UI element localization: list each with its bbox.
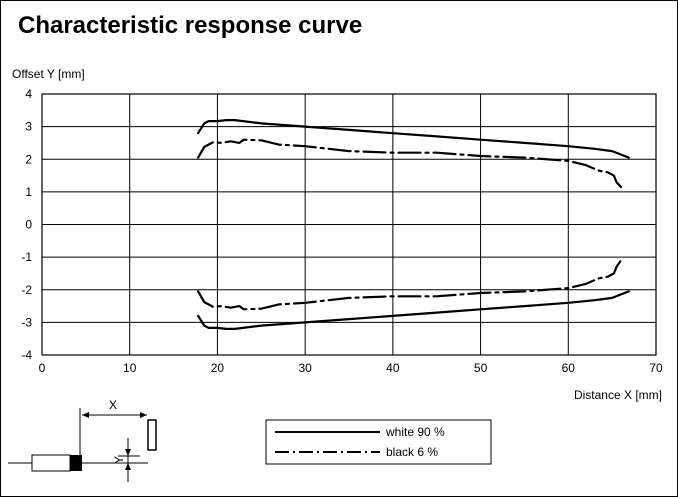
y-tick-label: 0 xyxy=(25,218,32,232)
legend-label-white: white 90 % xyxy=(385,425,445,439)
arrow-head-right xyxy=(140,412,147,418)
y-tick-label: 4 xyxy=(25,87,32,101)
series-black-6-line-lower xyxy=(197,259,623,311)
legend-box xyxy=(265,419,492,465)
plot-area xyxy=(41,93,657,356)
sensor-diagram: X Y xyxy=(8,398,157,482)
legend: white 90 % black 6 % xyxy=(265,419,492,465)
series-white-90-line-upper xyxy=(197,118,630,159)
distance-label: X xyxy=(109,398,117,412)
offset-arrow-top xyxy=(125,449,131,456)
series-white-90-line-lower xyxy=(197,290,630,330)
y-tick-label: 2 xyxy=(25,152,32,166)
x-tick-label: 40 xyxy=(386,361,400,375)
sensor-body xyxy=(31,454,71,472)
x-tick-label: 60 xyxy=(562,361,576,375)
arrow-head-left xyxy=(82,412,89,418)
x-tick-label: 10 xyxy=(123,361,137,375)
y-tick-label: 3 xyxy=(25,120,32,134)
page-title: Characteristic response curve xyxy=(18,12,363,39)
y-tick-label: 1 xyxy=(25,185,32,199)
legend-label-black: black 6 % xyxy=(386,445,438,459)
offset-arrow-bottom xyxy=(125,463,131,470)
x-tick-label: 30 xyxy=(298,361,312,375)
series-lines xyxy=(197,118,630,330)
y-axis-label: Offset Y [mm] xyxy=(12,67,85,81)
y-tick-label: -4 xyxy=(21,348,32,362)
offset-label: Y xyxy=(112,456,126,464)
target-object xyxy=(147,419,157,451)
series-black-6-line-upper xyxy=(197,138,623,189)
x-tick-label: 20 xyxy=(211,361,225,375)
grid xyxy=(41,93,657,356)
y-tick-label: -1 xyxy=(21,250,32,264)
x-axis-label: Distance X [mm] xyxy=(573,388,662,402)
x-tick-label: 70 xyxy=(649,361,663,375)
y-tick-label: -3 xyxy=(21,315,32,329)
sensor-head xyxy=(70,455,82,471)
x-tick-label: 50 xyxy=(474,361,488,375)
y-tick-label: -2 xyxy=(21,283,32,297)
x-tick-label: 0 xyxy=(39,361,46,375)
